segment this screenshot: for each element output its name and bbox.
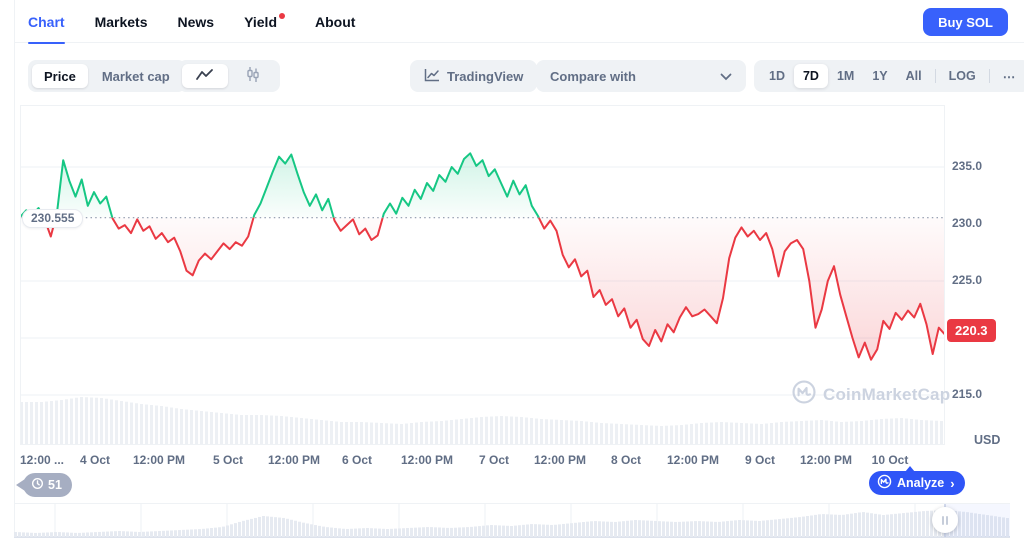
y-axis-label: 235.0 [952, 159, 983, 173]
metric-toggle: Price Market cap [28, 60, 186, 92]
log-scale-button[interactable]: LOG [948, 69, 976, 83]
range-divider [988, 69, 990, 83]
x-axis-label: 5 Oct [212, 453, 243, 467]
x-axis-label: 10 Oct [871, 453, 909, 467]
range-divider [934, 69, 936, 83]
navigator-volume-chart [14, 504, 1010, 537]
badge-tail [16, 479, 25, 491]
y-axis-label: 215.0 [952, 387, 983, 401]
range-1d-button[interactable]: 1D [769, 69, 785, 83]
x-axis-label: 12:00 PM [533, 453, 587, 467]
candlestick-chart-type-button[interactable] [230, 64, 276, 88]
range-selector: 1D 7D 1M 1Y All LOG ⋯ [754, 60, 1024, 92]
tab-about[interactable]: About [315, 0, 355, 43]
current-price-badge: 220.3 [947, 319, 996, 342]
coinmarketcap-logo-icon [791, 379, 817, 410]
tab-chart[interactable]: Chart [28, 0, 65, 44]
tab-yield[interactable]: Yield [244, 0, 285, 43]
line-chart-icon [195, 68, 215, 85]
x-axis-label: 12:00 PM [400, 453, 454, 467]
y-axis-label: 225.0 [952, 273, 983, 287]
coinmarketcap-logo-icon [877, 474, 892, 492]
currency-unit-label: USD [974, 433, 1001, 447]
chart-type-toggle [178, 60, 280, 92]
top-navigation: Chart Markets News Yield About [14, 0, 1024, 44]
badge-pill: 51 [23, 473, 72, 497]
baseline-price-label: 230.555 [22, 209, 84, 228]
price-chart[interactable] [20, 105, 945, 445]
x-axis-label: 9 Oct [744, 453, 775, 467]
chevron-down-icon [720, 69, 732, 84]
tab-bar: Chart Markets News Yield About [28, 0, 355, 44]
range-1y-button[interactable]: 1Y [872, 69, 888, 83]
tab-news-label: News [177, 13, 215, 30]
coinmarketcap-watermark: CoinMarketCap [791, 379, 950, 410]
range-7d-button[interactable]: 7D [793, 64, 828, 88]
notification-dot [279, 12, 285, 19]
x-axis-label: 7 Oct [478, 453, 509, 467]
tab-markets[interactable]: Markets [95, 0, 148, 43]
candlestick-icon [245, 66, 261, 86]
x-axis-label: 4 Oct [79, 453, 110, 467]
metric-marketcap-button[interactable]: Market cap [101, 68, 170, 84]
x-axis-label: 12:00 PM [267, 453, 321, 467]
x-axis-label: 12:00 PM [666, 453, 720, 467]
tab-yield-label: Yield [244, 13, 277, 30]
navigator-handle[interactable] [932, 507, 958, 533]
compare-with-label: Compare with [550, 68, 636, 84]
tradingview-label: TradingView [447, 68, 524, 84]
history-count-badge[interactable]: 51 [16, 473, 72, 497]
tradingview-chart-icon [424, 68, 440, 85]
chevron-right-icon: › [950, 475, 955, 491]
history-count: 51 [48, 478, 62, 492]
x-axis-label: 12:00 ... [19, 453, 65, 467]
metric-price-button[interactable]: Price [32, 64, 88, 88]
left-divider [14, 0, 15, 538]
compare-with-dropdown[interactable]: Compare with [536, 60, 746, 92]
chart-navigator[interactable] [14, 503, 1010, 538]
x-axis-label: 8 Oct [610, 453, 641, 467]
analyze-button[interactable]: Analyze › [869, 466, 965, 495]
range-all-button[interactable]: All [905, 69, 922, 83]
grip-icon [946, 515, 948, 525]
clock-history-icon [31, 477, 44, 493]
buy-sol-button[interactable]: Buy SOL [923, 8, 1008, 36]
watermark-text: CoinMarketCap [823, 384, 951, 404]
tab-chart-label: Chart [28, 13, 65, 30]
tab-markets-label: Markets [94, 13, 148, 30]
x-axis-label: 12:00 PM [799, 453, 853, 467]
line-chart-type-button[interactable] [182, 64, 228, 88]
x-axis-label: 12:00 PM [132, 453, 186, 467]
y-axis-label: 230.0 [952, 216, 983, 230]
more-options-button[interactable]: ⋯ [1002, 69, 1016, 84]
analyze-label: Analyze [897, 476, 945, 490]
grip-icon [942, 515, 944, 525]
chart-frame [20, 105, 945, 445]
tab-about-label: About [315, 13, 356, 30]
x-axis-label: 6 Oct [341, 453, 372, 467]
range-1m-button[interactable]: 1M [836, 69, 855, 83]
tradingview-button[interactable]: TradingView [410, 60, 538, 92]
tab-news[interactable]: News [177, 0, 214, 43]
